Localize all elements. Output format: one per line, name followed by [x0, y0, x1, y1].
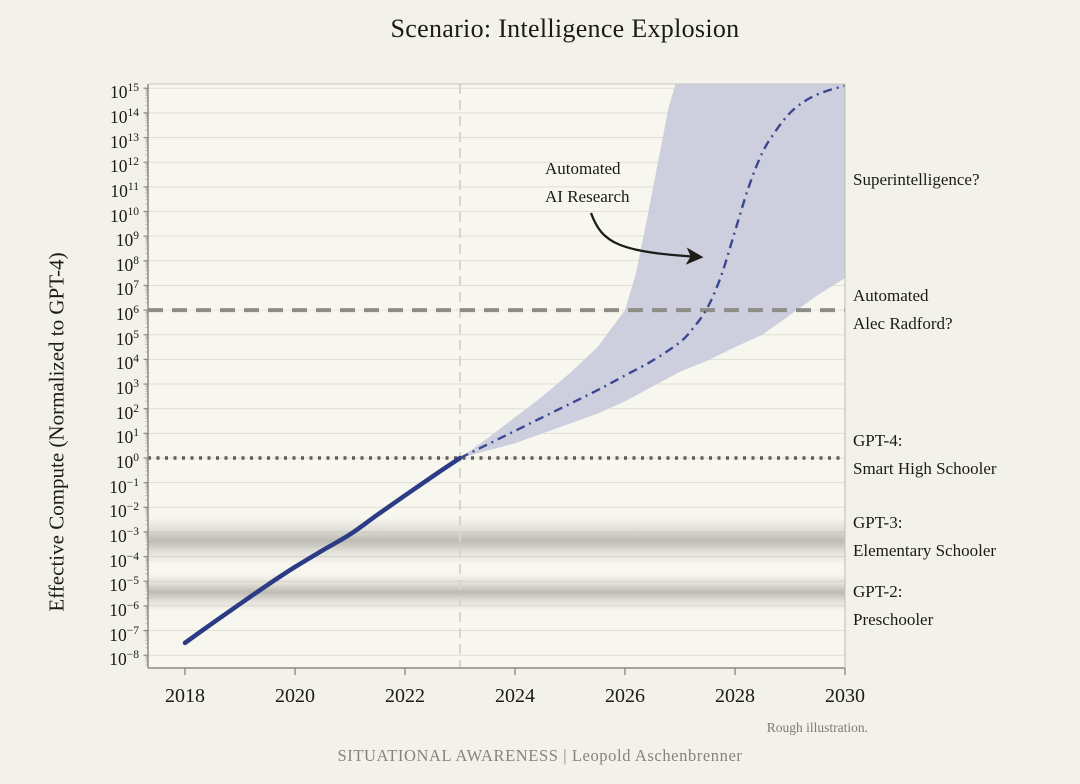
- y-tick-label: 10−4: [109, 550, 139, 571]
- x-tick-label: 2030: [825, 685, 865, 707]
- y-tick-label: 104: [115, 353, 139, 374]
- x-tick-label: 2026: [605, 685, 645, 707]
- chart-title: Scenario: Intelligence Explosion: [390, 14, 740, 43]
- right-label-line: Alec Radford?: [853, 313, 953, 333]
- annotation-line: Automated: [545, 159, 621, 178]
- x-tick-label: 2024: [495, 685, 535, 707]
- x-tick-label: 2020: [275, 685, 315, 707]
- y-tick-label: 105: [115, 328, 139, 349]
- y-tick-label: 10−5: [109, 575, 139, 596]
- y-tick-label: 10−2: [109, 501, 139, 522]
- projection-curve: [459, 84, 846, 460]
- annotation-arrow: [589, 212, 704, 265]
- right-label: GPT-2: Preschooler: [853, 578, 933, 633]
- y-tick-label: 10−1: [109, 476, 139, 497]
- right-label-line: Elementary Schooler: [853, 540, 997, 560]
- y-tick-label: 10−6: [109, 599, 139, 620]
- annotation-line: AI Research: [545, 187, 630, 206]
- y-tick-label: 1014: [110, 106, 139, 127]
- y-tick-label: 10−8: [109, 649, 139, 670]
- y-tick-label: 101: [115, 427, 139, 448]
- uncertainty-band: [460, 84, 845, 458]
- y-tick-label: 106: [115, 303, 139, 324]
- historical-curve: [182, 455, 463, 646]
- x-tick-label: 2022: [385, 685, 425, 707]
- rough-illustration-note: Rough illustration.: [766, 720, 868, 735]
- annotation-automated-ai-research: Automated AI Research: [545, 155, 630, 211]
- right-label-line: GPT-2:: [853, 582, 903, 602]
- right-label-line: GPT-3:: [853, 513, 903, 533]
- right-label-line: Superintelligence?: [853, 170, 980, 190]
- right-label-line: Preschooler: [853, 609, 934, 629]
- y-tick-label: 108: [115, 254, 139, 275]
- y-tick-label: 1010: [110, 205, 139, 226]
- gpt-3-capability-band-core: [148, 530, 845, 552]
- right-label-line: Automated: [853, 286, 929, 306]
- y-tick-label: 102: [115, 402, 139, 423]
- y-tick-label: 1015: [110, 82, 139, 103]
- y-tick-label: 1013: [110, 131, 139, 152]
- right-label-line: Smart High Schooler: [853, 458, 997, 478]
- y-tick-label: 10−7: [109, 624, 139, 645]
- y-tick-label: 100: [115, 451, 139, 472]
- gpt-2-capability-band-core: [148, 584, 845, 601]
- y-tick-label: 1011: [110, 180, 139, 201]
- y-tick-label: 109: [115, 229, 139, 250]
- right-label-line: GPT-4:: [853, 431, 903, 451]
- right-label: GPT-4: Smart High Schooler: [853, 427, 997, 482]
- right-label: Automated Alec Radford?: [853, 282, 953, 337]
- y-tick-label: 1012: [110, 156, 139, 177]
- x-tick-label: 2018: [165, 685, 205, 707]
- footer-credit: SITUATIONAL AWARENESS | Leopold Aschenbr…: [337, 746, 743, 765]
- right-label: GPT-3: Elementary Schooler: [853, 509, 996, 564]
- x-tick-label: 2028: [715, 685, 755, 707]
- y-tick-label: 10−3: [109, 525, 139, 546]
- y-tick-label: 103: [115, 377, 139, 398]
- right-label: Superintelligence?: [853, 166, 980, 194]
- y-tick-label: 107: [115, 279, 139, 300]
